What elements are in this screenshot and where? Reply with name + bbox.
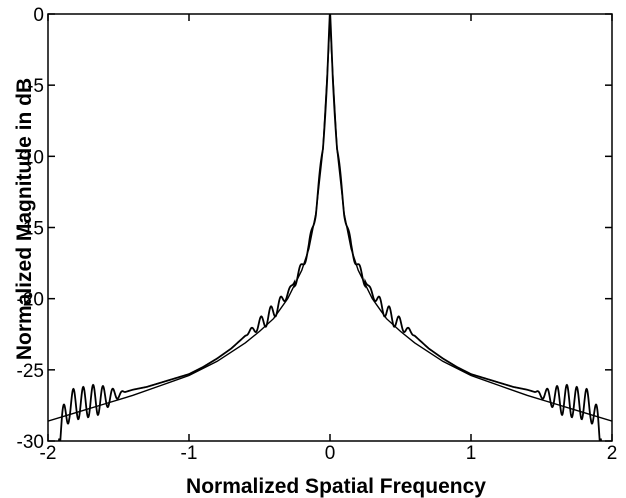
- y-tick-label: -10: [17, 147, 44, 168]
- y-tick-label: -30: [17, 432, 44, 453]
- y-axis-label: Normalized Magnitude in dB: [13, 78, 36, 360]
- y-tick-label: -15: [17, 219, 44, 240]
- axis-ticks: -2 -1 0 1 20-5-10-15-20-25-30: [17, 5, 618, 464]
- series-line-2: [57, 14, 603, 441]
- series-line-1: [48, 14, 612, 422]
- x-tick-label: 0: [325, 443, 336, 464]
- x-axis-label: Normalized Spatial Frequency: [186, 475, 486, 498]
- y-tick-label: -25: [17, 361, 44, 382]
- x-tick-label: -2: [40, 443, 57, 464]
- plot-frame: [47, 13, 613, 442]
- y-tick-label: -20: [17, 290, 44, 311]
- x-tick-label: 1: [466, 443, 477, 464]
- plot-area: [47, 13, 613, 442]
- x-tick-label: 2: [607, 443, 618, 464]
- y-tick-label: -5: [27, 76, 44, 97]
- y-tick-label: 0: [33, 5, 44, 26]
- x-tick-label: -1: [181, 443, 198, 464]
